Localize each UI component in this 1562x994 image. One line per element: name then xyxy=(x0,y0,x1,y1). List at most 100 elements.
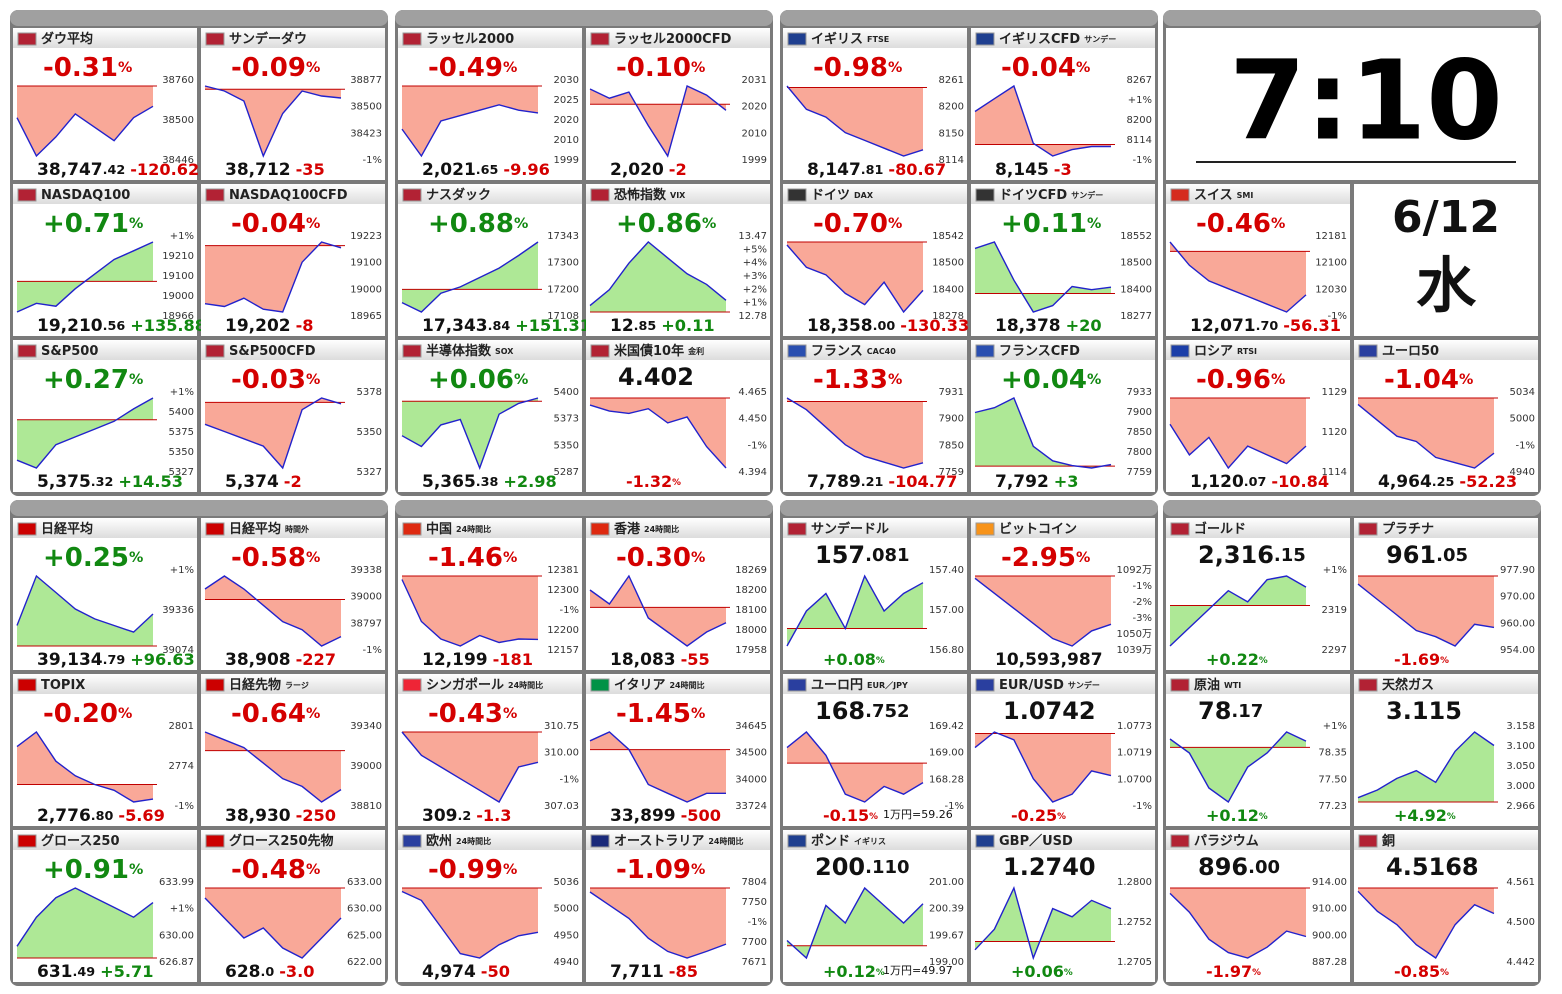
text-part: 1.2740 xyxy=(1003,853,1096,881)
text-part: グロース250 xyxy=(41,833,120,849)
text-part: 7,792 xyxy=(995,472,1049,492)
axis-label: 7700 xyxy=(742,937,767,948)
text-part: 8,147 xyxy=(807,160,861,180)
change-percent: -0.20% xyxy=(43,699,132,729)
text-part: .25 xyxy=(1432,475,1455,490)
text-part: -80.67 xyxy=(888,160,946,179)
price: 12,199 -181 xyxy=(422,650,533,671)
text-part: 19,202 xyxy=(225,316,291,336)
axis-label: 18278 xyxy=(932,311,964,322)
text-part: % xyxy=(118,706,132,722)
text-part: 39,134 xyxy=(37,650,103,670)
axis-label: 622.00 xyxy=(347,957,382,968)
change-percent: +4.92% xyxy=(1394,806,1456,825)
tile-name: GBP／USD xyxy=(999,833,1073,849)
axis-label: 1114 xyxy=(1322,467,1347,478)
axis-label: 625.00 xyxy=(347,930,382,941)
axis-label: 39336 xyxy=(162,605,194,616)
area xyxy=(402,732,538,802)
text-part: -0.49 xyxy=(428,53,503,83)
text-part: +2.98 xyxy=(503,472,556,491)
axis-label: 7850 xyxy=(1127,427,1152,438)
axis-label: 38423 xyxy=(350,128,382,139)
tile-name: EUR/USD サンデー xyxy=(999,678,1100,693)
text-part: 7,711 xyxy=(610,962,664,982)
axis-label: +4% xyxy=(743,258,767,269)
change-percent: -1.69% xyxy=(1394,650,1449,669)
text-part: ラージ xyxy=(285,681,309,690)
flag xyxy=(787,32,807,46)
text-part: -0.70 xyxy=(813,209,888,239)
change-percent: -0.15% xyxy=(823,806,878,825)
axis-label: 12030 xyxy=(1315,284,1347,295)
tile-name: 欧州 24時間比 xyxy=(426,833,491,849)
axis-label: 18965 xyxy=(350,311,382,322)
axis-label: 8150 xyxy=(939,128,964,139)
text-part: 961 xyxy=(1386,541,1436,569)
axis-label: 12.78 xyxy=(738,311,767,322)
axis-label: 1.0719 xyxy=(1117,748,1152,759)
tile-header xyxy=(971,518,1155,538)
axis-label: 2030 xyxy=(554,75,579,86)
axis-label: 200.39 xyxy=(929,904,964,915)
tile-name: NASDAQ100 xyxy=(41,188,130,203)
axis-label: 18100 xyxy=(735,605,767,616)
text-part: % xyxy=(702,216,716,232)
text-part: -52.23 xyxy=(1459,472,1517,491)
flag xyxy=(1170,522,1190,536)
price: 631.49 +5.71 xyxy=(37,962,153,983)
text-part: -120.62 xyxy=(130,160,199,179)
text-part: -0.10 xyxy=(616,53,691,83)
tile-name: 日経平均 時間外 xyxy=(229,521,309,537)
price: 8,147.81 -80.67 xyxy=(807,160,946,181)
price-line xyxy=(786,731,924,803)
text-part: % xyxy=(691,60,705,76)
text-part: -1.46 xyxy=(428,543,503,573)
text-part: 1,120 xyxy=(1190,472,1244,492)
axis-label: 7800 xyxy=(1127,447,1152,458)
axis-label: 1.2705 xyxy=(1117,957,1152,968)
axis-label: 5400 xyxy=(169,407,194,418)
axis-label: 1092万 xyxy=(1117,565,1152,576)
axis-label: 18552 xyxy=(1120,231,1152,242)
axis-label: 8267 xyxy=(1127,75,1152,86)
flag xyxy=(205,522,225,536)
price: 8,145 -3 xyxy=(995,160,1072,181)
text-part: -0.04 xyxy=(1001,53,1076,83)
text-part: .85 xyxy=(634,319,657,334)
axis-label: 18966 xyxy=(162,311,194,322)
axis-label: 39074 xyxy=(162,645,194,656)
change-percent: -1.09% xyxy=(616,855,705,885)
area xyxy=(1358,576,1494,646)
area xyxy=(402,86,538,156)
tile-name: オーストラリア 24時間比 xyxy=(614,834,744,849)
area xyxy=(787,888,923,958)
axis-label: 630.00 xyxy=(159,930,194,941)
text-part: -85 xyxy=(669,962,698,981)
text-part: 4,964 xyxy=(1378,472,1432,492)
text-part: +0.22 xyxy=(1206,650,1259,669)
price-line xyxy=(16,241,154,313)
axis-label: 5000 xyxy=(554,904,579,915)
flag xyxy=(590,678,610,692)
axis-label: 4950 xyxy=(554,930,579,941)
change-percent: -0.48% xyxy=(231,855,320,885)
text-part: -1.33 xyxy=(813,365,888,395)
text-part: .84 xyxy=(488,319,511,334)
change-percent: -1.97% xyxy=(1206,962,1261,981)
text-part: -227 xyxy=(296,650,336,669)
text-part: 12,199 xyxy=(422,650,488,670)
tile-header xyxy=(586,184,770,204)
price-line xyxy=(786,397,924,469)
text-part: % xyxy=(691,862,705,878)
price: 10,593,987 xyxy=(995,650,1103,670)
axis-label: 169.42 xyxy=(929,721,964,732)
text-part: 18,378 xyxy=(995,316,1061,336)
axis-label: 1999 xyxy=(742,155,767,166)
flag xyxy=(17,344,37,358)
text-part: % xyxy=(306,550,320,566)
price: 157.081 xyxy=(815,541,910,569)
text-part: 12,071 xyxy=(1190,316,1256,336)
clock: 7:10 xyxy=(1229,36,1503,164)
axis-label: 19000 xyxy=(162,291,194,302)
